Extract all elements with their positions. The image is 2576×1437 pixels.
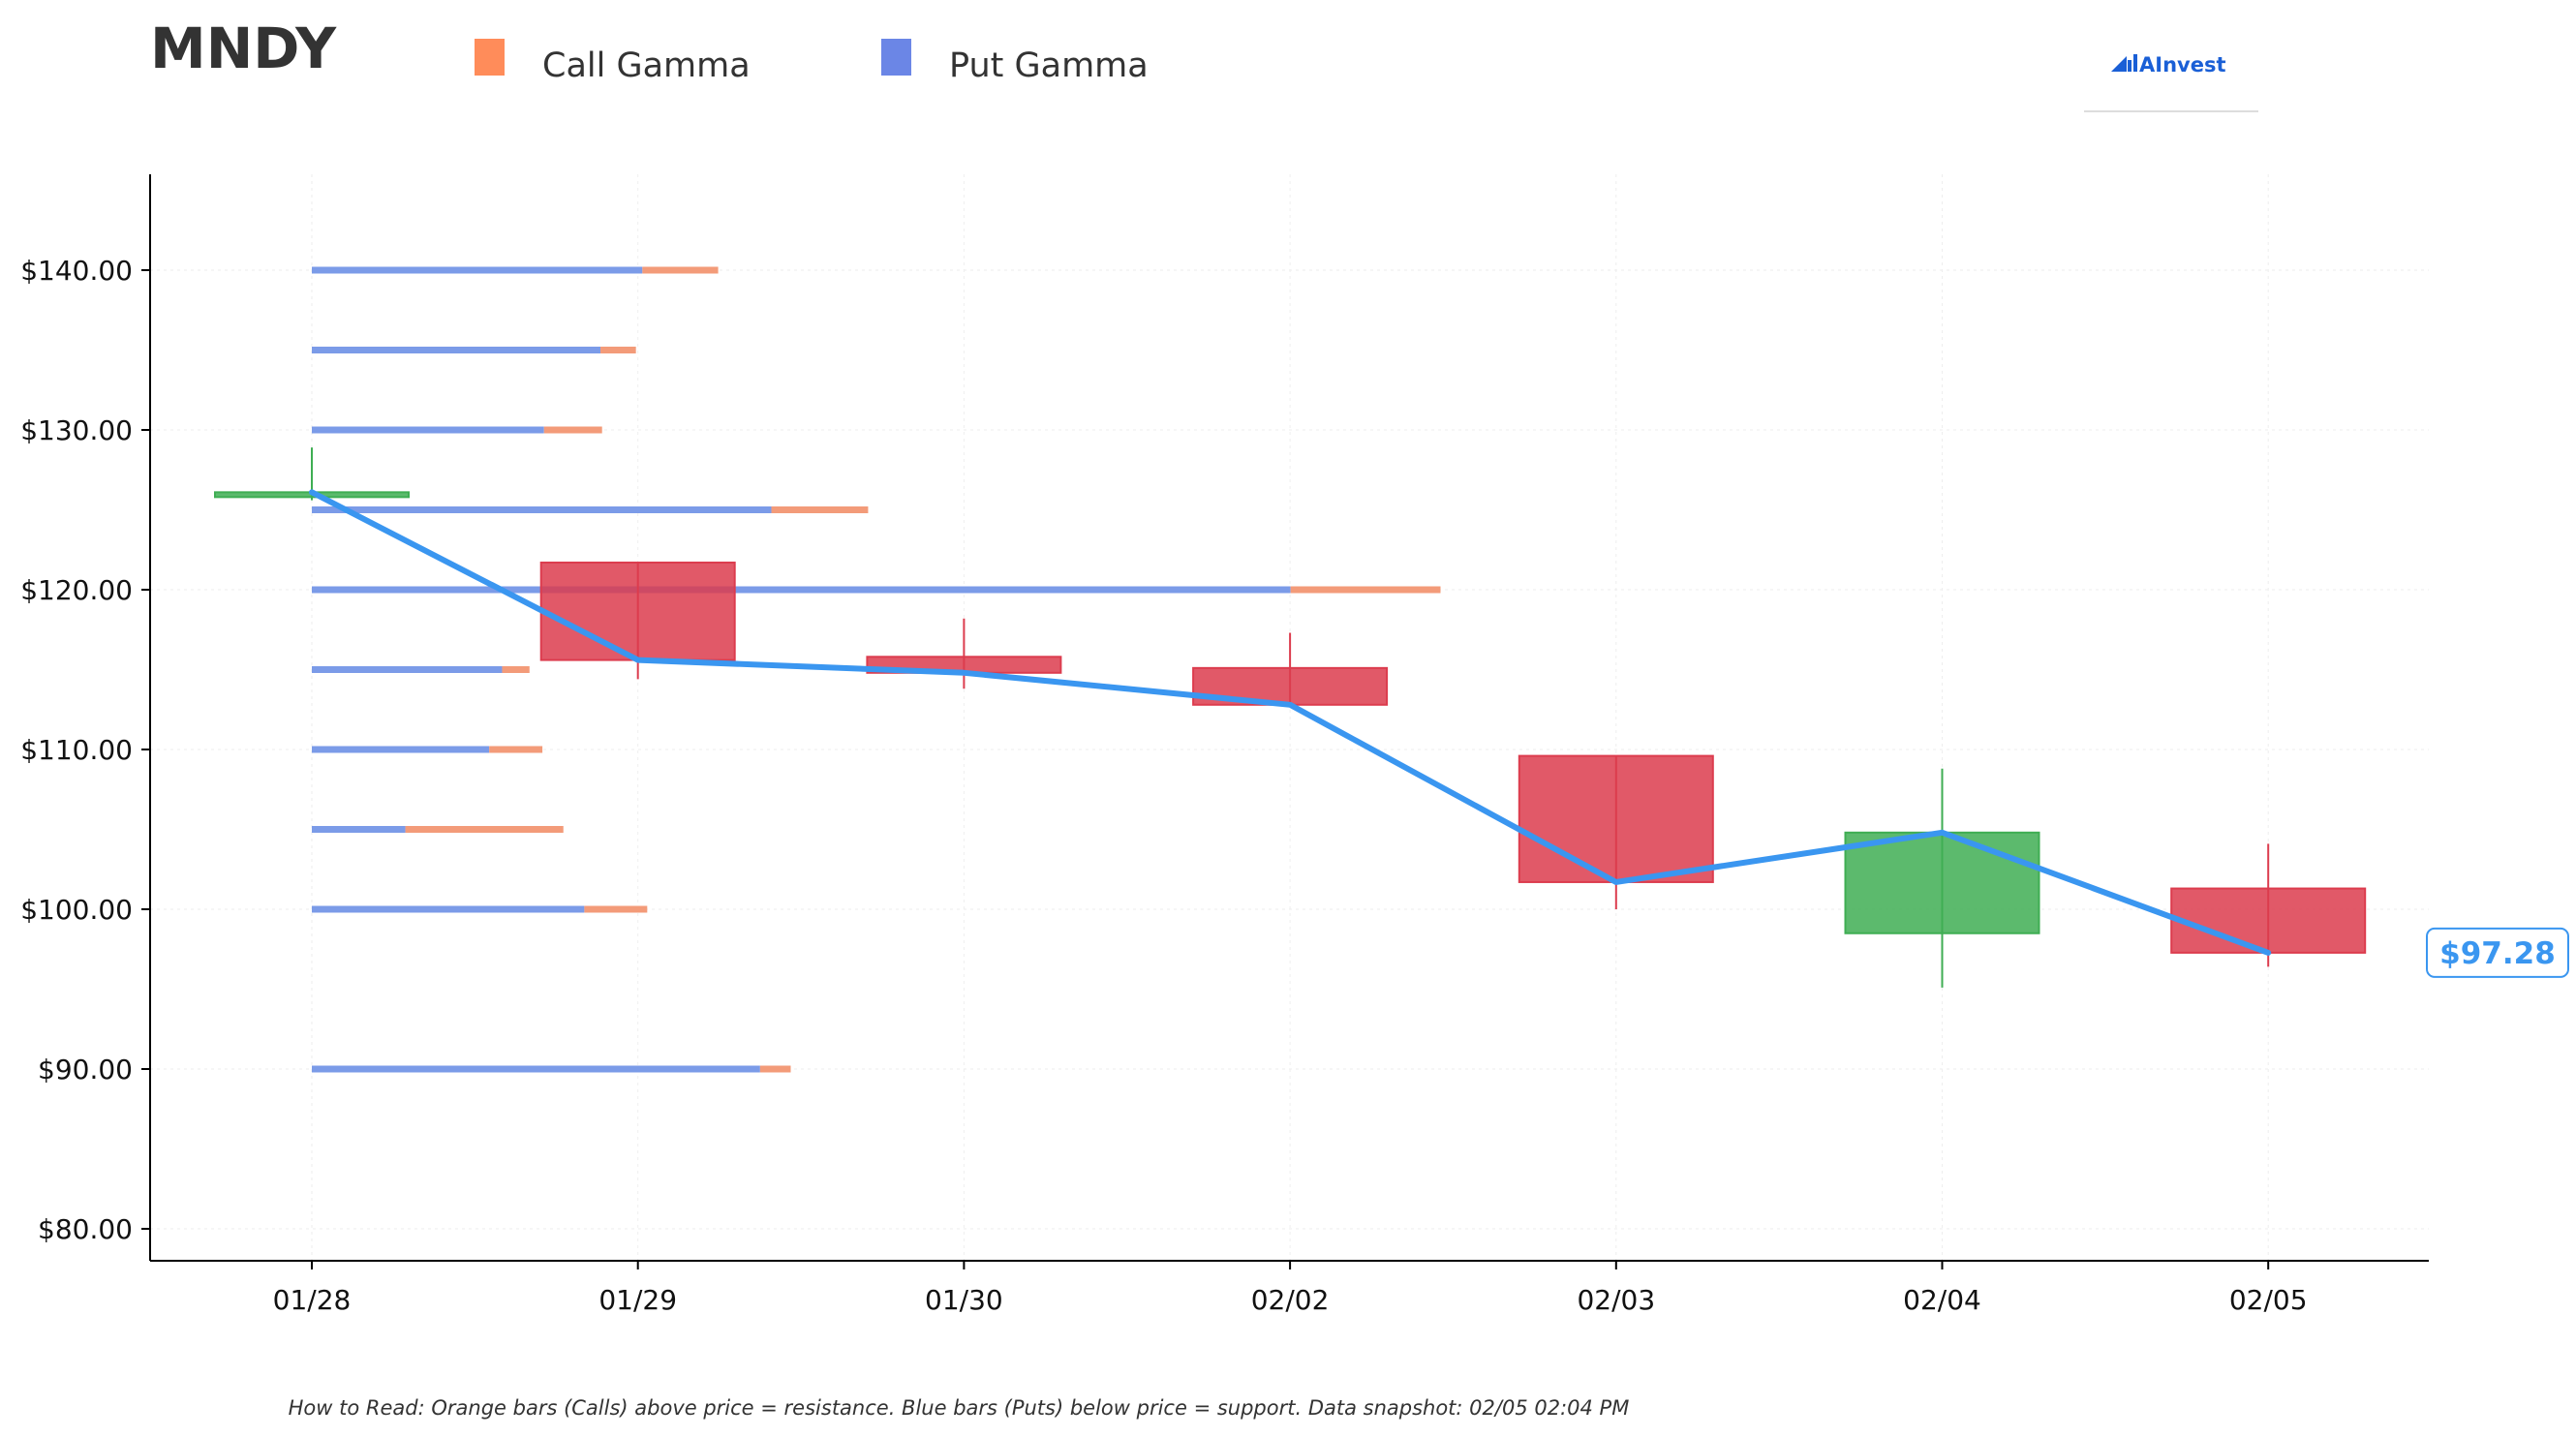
brand-logo: AInvest [2084,53,2258,112]
footnote: How to Read: Orange bars (Calls) above p… [289,1396,1630,1420]
last-price-marker: $97.28 [2426,927,2569,978]
put-gamma-bar [312,746,490,753]
call-gamma-bar [759,1065,791,1073]
legend-label-call-gamma: Call Gamma [542,46,751,85]
put-gamma-bar [312,347,601,353]
call-gamma-bar [489,746,543,753]
call-gamma-bar [642,266,719,274]
put-gamma-bar [312,506,772,513]
x-tick-label: 01/30 [925,1284,1003,1316]
chart-title: MNDY [150,15,337,81]
call-gamma-bar [543,426,602,434]
legend-label-put-gamma: Put Gamma [949,46,1149,85]
call-gamma-bar [600,347,636,353]
candle-02-03 [1518,754,1714,909]
axes: $80.00 $90.00 $100.00 $110.00 $120.00 $130.00… [20,174,2429,1316]
legend-swatch-call-gamma [475,39,505,76]
y-tick-label: $100.00 [20,894,133,926]
put-gamma-bar [312,826,406,833]
x-tick-label: 01/29 [598,1284,677,1316]
put-gamma-bar [312,1065,760,1073]
grid-lines [150,174,2429,1261]
call-gamma-bar [1290,586,1441,594]
y-tick-label: $120.00 [20,574,133,606]
candle-02-04 [1844,768,2040,988]
x-tick-label: 02/04 [1903,1284,1981,1316]
x-tick-label: 01/28 [273,1284,352,1316]
candle-02-05 [2170,843,2367,967]
call-gamma-bar [771,506,869,513]
close-price-polyline [309,489,2272,956]
call-gamma-bar [584,905,648,913]
y-tick-label: $90.00 [38,1054,133,1085]
candle-body [2170,887,2367,954]
call-gamma-bar [502,666,530,673]
brand-name: AInvest [2139,53,2226,76]
x-tick-label: 02/02 [1251,1284,1330,1316]
legend: Call Gamma Put Gamma [475,39,1149,85]
candle-01-29 [539,561,736,680]
legend-swatch-put-gamma [881,39,911,76]
candle-body [1844,831,2040,934]
y-tick-label: $140.00 [20,255,133,287]
put-gamma-bar [312,266,643,274]
put-gamma-bar [312,426,544,434]
y-tick-label: $130.00 [20,414,133,446]
x-tick-label: 02/03 [1577,1284,1655,1316]
candle-body [539,561,736,661]
y-tick-label: $110.00 [20,734,133,766]
gamma-bars [312,266,1441,1073]
candlesticks [214,447,2367,988]
candle-body [1518,754,1714,883]
last-price-label: $97.28 [2439,936,2556,971]
close-price-line [309,489,2272,956]
last-price-box [2426,927,2569,978]
y-tick-label: $80.00 [38,1213,133,1245]
put-gamma-bar [312,905,585,913]
put-gamma-bar [312,666,503,673]
put-gamma-bar [312,586,1291,594]
call-gamma-bar [405,826,564,833]
brand-chart-icon [2111,54,2137,72]
x-tick-label: 02/05 [2229,1284,2308,1316]
